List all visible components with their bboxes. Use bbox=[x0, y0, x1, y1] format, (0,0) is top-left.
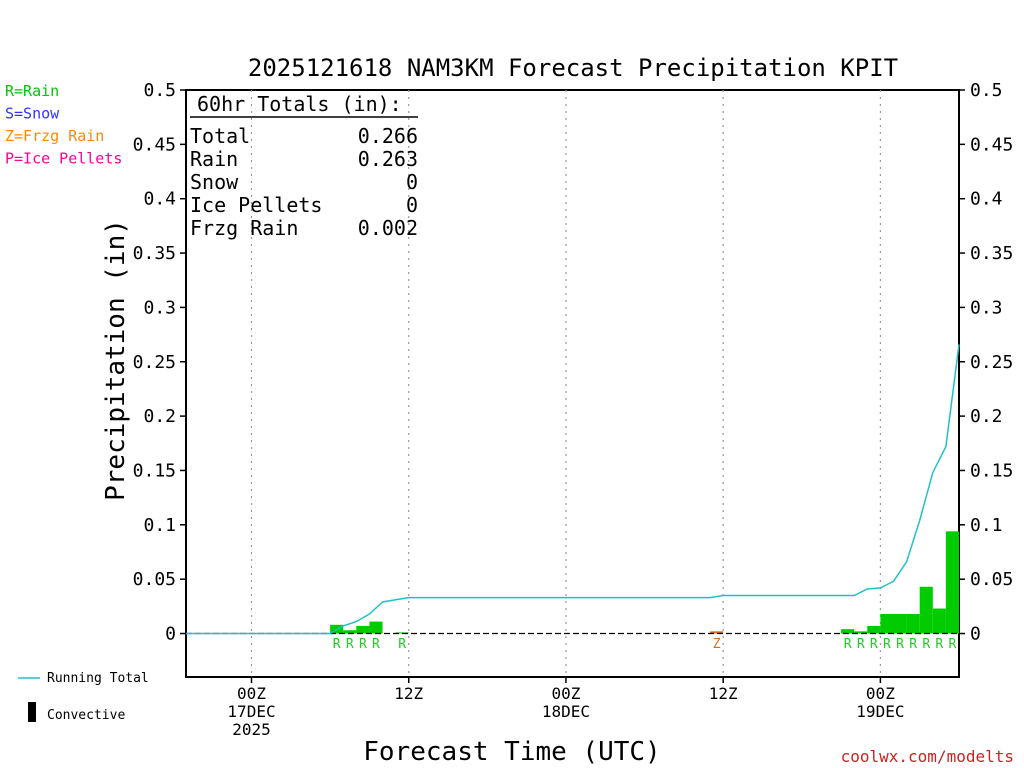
totals-row-value: 0 bbox=[406, 170, 418, 194]
precip-type-label: R bbox=[359, 637, 367, 652]
totals-row-label: Snow bbox=[190, 170, 239, 194]
precip-type-label: R bbox=[935, 637, 943, 652]
x-tick-label: 18DEC bbox=[542, 702, 590, 721]
x-tick-label: 12Z bbox=[709, 684, 738, 703]
precip-type-label: R bbox=[372, 637, 380, 652]
totals-heading: 60hr Totals (in): bbox=[197, 92, 402, 116]
x-tick-label: 00Z bbox=[551, 684, 580, 703]
precip-bar bbox=[854, 631, 868, 634]
totals-row-value: 0.002 bbox=[358, 216, 418, 240]
precip-bar bbox=[841, 629, 855, 634]
totals-row-label: Frzg Rain bbox=[190, 216, 298, 240]
precip-type-label: R bbox=[883, 637, 891, 652]
y-tick-label: 0.15 bbox=[970, 460, 1013, 481]
bottom-legend: Running Total Convective bbox=[18, 671, 149, 723]
grid-lines bbox=[250, 90, 881, 677]
precip-type-label: R bbox=[844, 637, 852, 652]
precip-bar bbox=[356, 625, 370, 634]
y-tick-label: 0.05 bbox=[133, 569, 176, 590]
x-tick-label: 2025 bbox=[232, 720, 271, 739]
y-tick-label: 0.25 bbox=[133, 352, 176, 373]
y-axis-right: 0 0.05 0.1 0.15 0.2 0.25 0.3 0.35 0.4 0.45 0.5 bbox=[959, 80, 1013, 645]
precip-type-label: R bbox=[896, 637, 904, 652]
precip-type-label: R bbox=[909, 637, 917, 652]
precip-type-label: Z bbox=[713, 637, 721, 652]
y-tick-label: 0.3 bbox=[143, 297, 176, 318]
y-tick-label: 0 bbox=[970, 624, 981, 645]
watermark: coolwx.com/modelts bbox=[841, 747, 1014, 766]
precip-type-label: R bbox=[333, 637, 341, 652]
x-tick-label: 00Z bbox=[866, 684, 895, 703]
legend-item: R=Rain bbox=[5, 82, 59, 100]
y-axis-label: Precipitation (in) bbox=[101, 219, 131, 501]
running-total-series bbox=[186, 344, 960, 635]
totals-box: 60hr Totals (in): Total 0.266 Rain 0.263 Sno… bbox=[190, 92, 418, 240]
precip-bar bbox=[932, 608, 946, 634]
precip-type-label: R bbox=[346, 637, 354, 652]
precip-bar bbox=[710, 631, 724, 634]
legend-item: S=Snow bbox=[5, 105, 60, 123]
precip-type-legend: R=Rain S=Snow Z=Frzg Rain P=Ice Pellets bbox=[5, 82, 122, 168]
y-tick-label: 0 bbox=[165, 624, 176, 645]
x-tick-label: 17DEC bbox=[227, 702, 275, 721]
precip-bar bbox=[867, 625, 881, 634]
precip-type-label: R bbox=[949, 637, 957, 652]
totals-row-value: 0.266 bbox=[358, 124, 418, 148]
y-tick-label: 0.4 bbox=[143, 189, 176, 210]
precip-bar bbox=[945, 531, 959, 634]
y-tick-label: 0.05 bbox=[970, 569, 1013, 590]
y-tick-label: 0.4 bbox=[970, 189, 1003, 210]
x-tick-label: 19DEC bbox=[856, 702, 904, 721]
chart-title: 2025121618 NAM3KM Forecast Precipitation… bbox=[248, 54, 898, 82]
precip-bar bbox=[880, 613, 894, 634]
precip-bar bbox=[919, 586, 933, 634]
legend-item: P=Ice Pellets bbox=[5, 150, 122, 168]
precip-bar bbox=[343, 630, 357, 634]
y-tick-label: 0.5 bbox=[143, 80, 176, 101]
y-tick-label: 0.2 bbox=[143, 406, 176, 427]
y-tick-label: 0.1 bbox=[143, 515, 176, 536]
y-tick-label: 0.45 bbox=[970, 134, 1013, 155]
totals-row-label: Ice Pellets bbox=[190, 193, 322, 217]
precip-bar bbox=[906, 613, 920, 634]
precip-type-label: R bbox=[870, 637, 878, 652]
precip-bar bbox=[369, 621, 383, 634]
y-tick-label: 0.35 bbox=[970, 243, 1013, 264]
plot-frame bbox=[185, 89, 960, 678]
convective-legend-label: Convective bbox=[47, 708, 125, 723]
precip-bars bbox=[330, 531, 959, 634]
precip-bar bbox=[893, 613, 907, 634]
x-tick-label: 00Z bbox=[237, 684, 266, 703]
running-total-legend-label: Running Total bbox=[47, 671, 149, 686]
totals-row-value: 0.263 bbox=[358, 147, 418, 171]
precip-type-label: R bbox=[857, 637, 865, 652]
y-tick-label: 0.1 bbox=[970, 515, 1003, 536]
y-tick-label: 0.15 bbox=[133, 460, 176, 481]
totals-row-label: Rain bbox=[190, 147, 238, 171]
y-tick-label: 0.45 bbox=[133, 134, 176, 155]
precip-type-label: R bbox=[398, 637, 406, 652]
y-axis-left: 0 0.05 0.1 0.15 0.2 0.25 0.3 0.35 0.4 0.45 0.5 bbox=[133, 80, 186, 645]
precip-type-label: R bbox=[922, 637, 930, 652]
y-tick-label: 0.2 bbox=[970, 406, 1003, 427]
y-tick-label: 0.5 bbox=[970, 80, 1003, 101]
x-axis-label: Forecast Time (UTC) bbox=[363, 737, 660, 767]
totals-row-value: 0 bbox=[406, 193, 418, 217]
running-total-line bbox=[186, 344, 960, 635]
y-tick-label: 0.3 bbox=[970, 297, 1003, 318]
convective-legend-swatch bbox=[28, 702, 36, 722]
y-tick-label: 0.25 bbox=[970, 352, 1013, 373]
y-tick-label: 0.35 bbox=[133, 243, 176, 264]
totals-row-label: Total bbox=[190, 124, 250, 148]
x-tick-label: 12Z bbox=[394, 684, 423, 703]
legend-item: Z=Frzg Rain bbox=[5, 127, 104, 145]
